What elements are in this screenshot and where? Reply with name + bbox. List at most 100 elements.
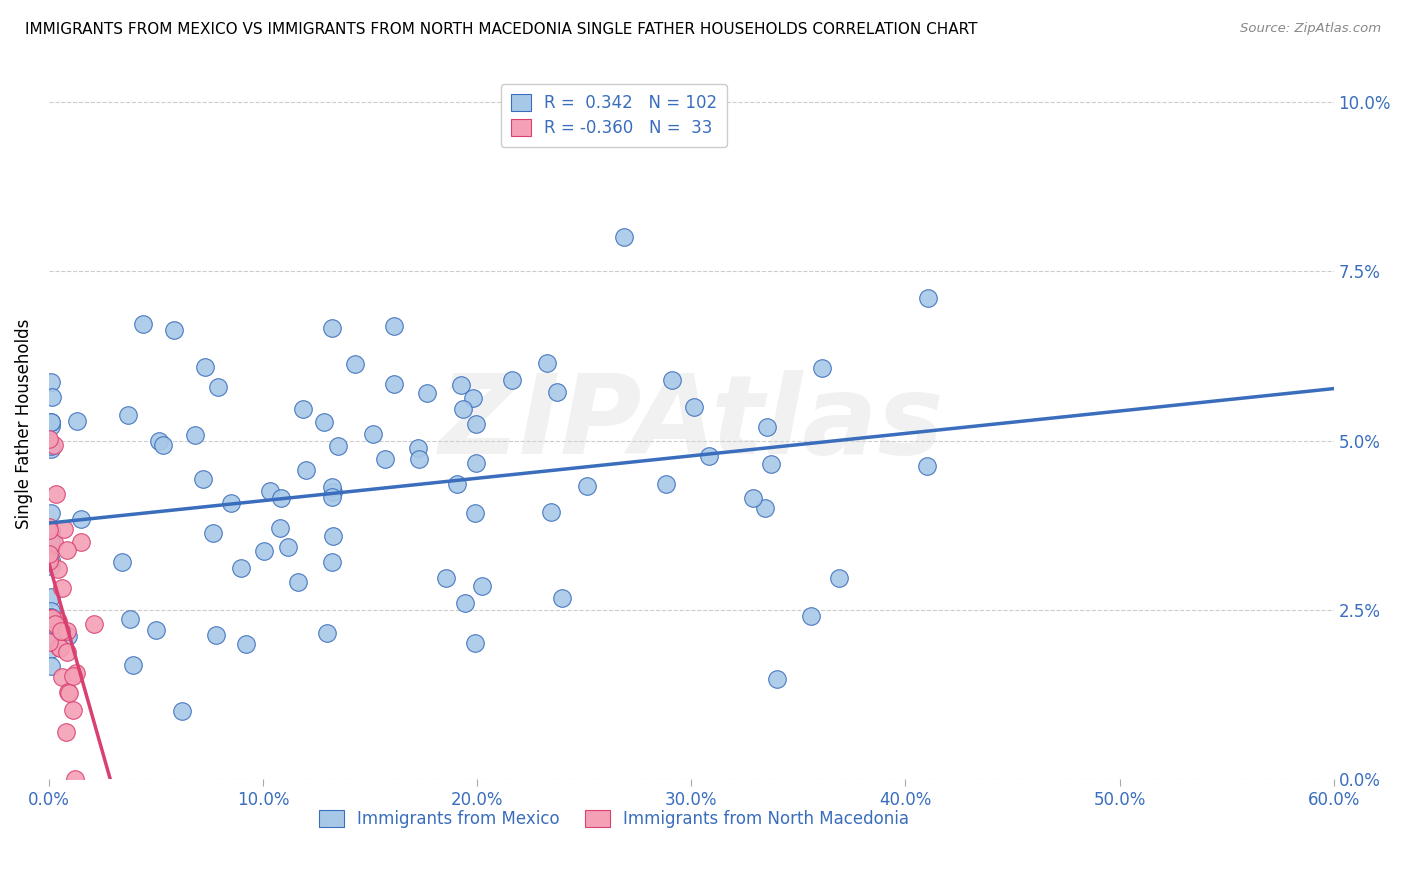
Point bbox=[83, 617, 105, 632]
Point bbox=[44, 487, 66, 501]
Point bbox=[52, 522, 75, 536]
Point bbox=[292, 401, 315, 416]
Point bbox=[46, 562, 69, 576]
Text: IMMIGRANTS FROM MEXICO VS IMMIGRANTS FROM NORTH MACEDONIA SINGLE FATHER HOUSEHOL: IMMIGRANTS FROM MEXICO VS IMMIGRANTS FRO… bbox=[25, 22, 977, 37]
Point bbox=[56, 543, 79, 558]
Point bbox=[800, 609, 823, 624]
Point bbox=[374, 451, 396, 466]
Point bbox=[172, 704, 194, 718]
Point bbox=[41, 390, 63, 404]
Point bbox=[270, 491, 292, 506]
Point bbox=[540, 504, 562, 518]
Point bbox=[754, 501, 776, 516]
Point bbox=[49, 624, 72, 638]
Point bbox=[39, 610, 62, 624]
Point bbox=[828, 571, 851, 585]
Point bbox=[41, 611, 63, 625]
Point bbox=[259, 483, 281, 498]
Point bbox=[501, 373, 523, 387]
Point bbox=[58, 686, 80, 700]
Point bbox=[39, 442, 62, 456]
Point bbox=[148, 434, 170, 448]
Point bbox=[38, 554, 60, 568]
Point bbox=[314, 415, 336, 429]
Point bbox=[38, 552, 60, 566]
Point bbox=[55, 645, 77, 659]
Point bbox=[39, 535, 62, 549]
Point bbox=[321, 555, 343, 569]
Point bbox=[382, 319, 405, 334]
Point bbox=[287, 575, 309, 590]
Point bbox=[118, 612, 141, 626]
Point bbox=[219, 496, 242, 510]
Point bbox=[145, 623, 167, 637]
Point bbox=[269, 521, 291, 535]
Point bbox=[69, 512, 91, 526]
Point bbox=[39, 528, 62, 542]
Point bbox=[39, 376, 62, 390]
Point bbox=[111, 555, 134, 569]
Point bbox=[39, 642, 62, 657]
Point bbox=[253, 544, 276, 558]
Point bbox=[38, 520, 60, 534]
Point bbox=[321, 480, 343, 494]
Point bbox=[65, 666, 87, 681]
Text: Source: ZipAtlas.com: Source: ZipAtlas.com bbox=[1240, 22, 1381, 36]
Point bbox=[382, 377, 405, 392]
Point bbox=[471, 579, 494, 593]
Point bbox=[207, 379, 229, 393]
Point bbox=[451, 401, 474, 416]
Point bbox=[184, 427, 207, 442]
Point bbox=[38, 432, 60, 446]
Point bbox=[39, 506, 62, 520]
Point bbox=[229, 560, 252, 574]
Point bbox=[163, 323, 186, 337]
Point bbox=[464, 506, 486, 520]
Point bbox=[322, 484, 344, 499]
Point bbox=[655, 477, 678, 491]
Point bbox=[39, 591, 62, 605]
Point bbox=[55, 725, 77, 739]
Point bbox=[546, 384, 568, 399]
Point bbox=[326, 439, 349, 453]
Point bbox=[152, 437, 174, 451]
Point bbox=[322, 528, 344, 542]
Point bbox=[39, 616, 62, 631]
Point bbox=[48, 640, 70, 655]
Point bbox=[38, 523, 60, 537]
Point bbox=[917, 291, 939, 305]
Point bbox=[464, 417, 486, 431]
Point bbox=[62, 669, 84, 683]
Point bbox=[39, 632, 62, 646]
Point bbox=[295, 463, 318, 477]
Point bbox=[766, 672, 789, 686]
Point bbox=[63, 772, 86, 786]
Point bbox=[39, 439, 62, 453]
Point bbox=[38, 634, 60, 648]
Point bbox=[39, 415, 62, 429]
Point bbox=[321, 321, 343, 335]
Point bbox=[39, 558, 62, 573]
Point bbox=[39, 418, 62, 433]
Point bbox=[70, 535, 93, 549]
Point bbox=[697, 449, 720, 463]
Point bbox=[39, 658, 62, 673]
Point bbox=[39, 524, 62, 538]
Point bbox=[201, 526, 224, 541]
Point bbox=[536, 356, 558, 370]
Point bbox=[62, 703, 84, 717]
Point bbox=[46, 614, 69, 628]
Y-axis label: Single Father Households: Single Father Households bbox=[15, 318, 32, 529]
Point bbox=[450, 377, 472, 392]
Point bbox=[759, 457, 782, 471]
Point bbox=[551, 591, 574, 605]
Point bbox=[344, 357, 367, 371]
Point bbox=[44, 535, 66, 549]
Point bbox=[39, 553, 62, 567]
Point bbox=[44, 437, 66, 451]
Text: ZIPAtlas: ZIPAtlas bbox=[439, 370, 943, 477]
Point bbox=[755, 420, 778, 434]
Point bbox=[235, 637, 257, 651]
Point bbox=[122, 657, 145, 672]
Point bbox=[65, 414, 87, 428]
